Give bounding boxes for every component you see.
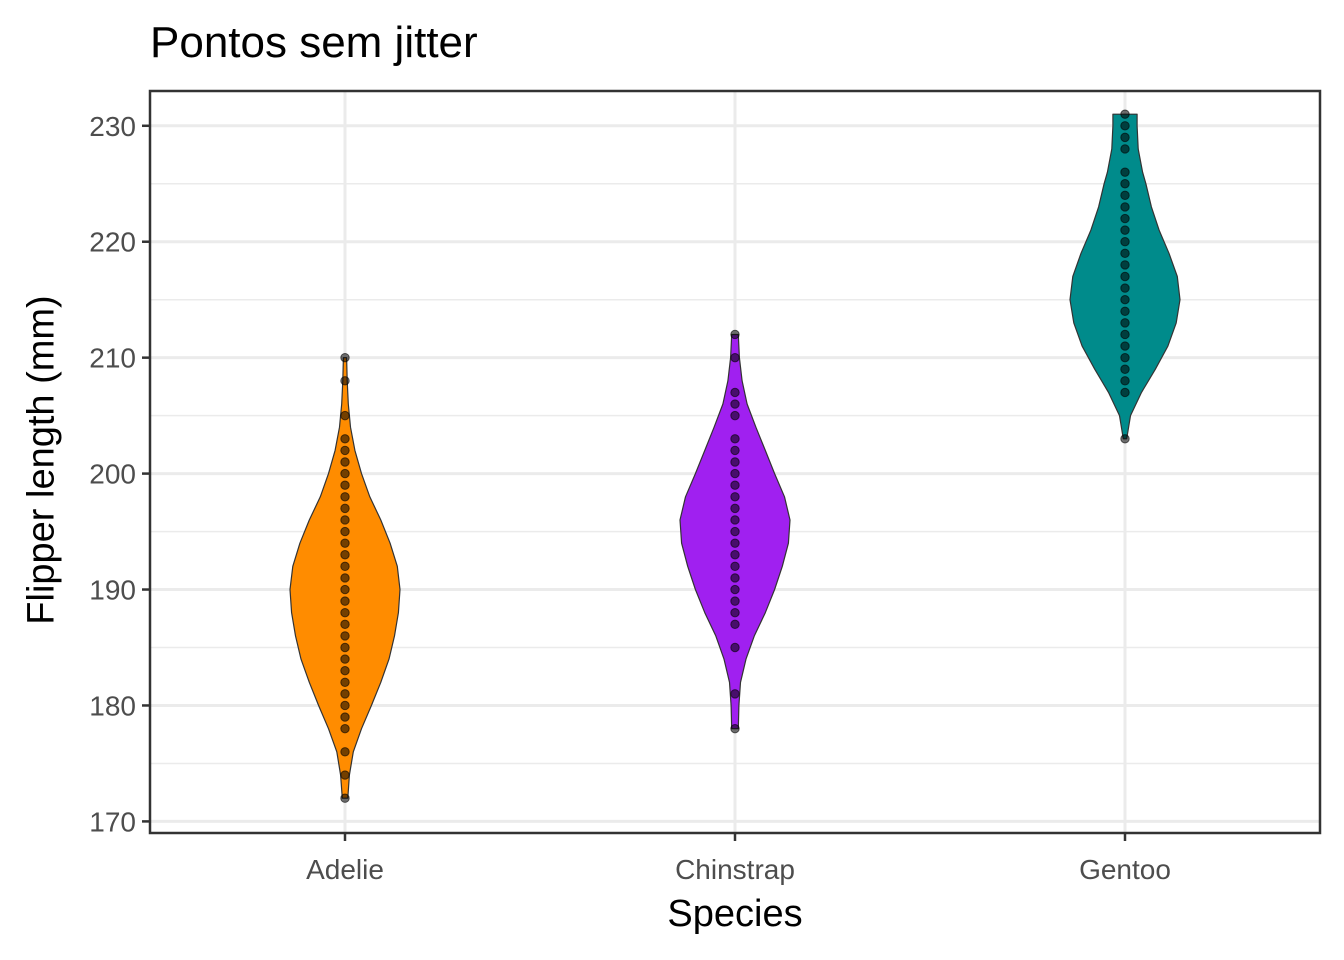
y-tick-label: 220 bbox=[89, 227, 136, 258]
data-point-chinstrap bbox=[730, 329, 740, 340]
y-tick-label: 210 bbox=[89, 343, 136, 374]
data-point-chinstrap bbox=[730, 480, 740, 490]
data-point-gentoo bbox=[1120, 202, 1130, 212]
data-point-chinstrap bbox=[730, 352, 740, 363]
data-point-adelie bbox=[340, 526, 350, 537]
x-tick-label: Adelie bbox=[306, 854, 384, 885]
data-point-adelie bbox=[340, 468, 350, 479]
data-point-chinstrap bbox=[730, 723, 740, 734]
data-point-gentoo bbox=[1120, 294, 1130, 305]
data-point-gentoo bbox=[1120, 248, 1130, 259]
y-tick-label: 230 bbox=[89, 111, 136, 142]
data-point-chinstrap bbox=[730, 457, 740, 467]
data-point-adelie bbox=[340, 712, 350, 722]
data-point-gentoo bbox=[1120, 109, 1130, 119]
data-point-adelie bbox=[340, 584, 350, 595]
data-point-chinstrap bbox=[730, 584, 740, 595]
data-point-adelie bbox=[340, 376, 350, 386]
data-point-gentoo bbox=[1120, 376, 1130, 386]
data-point-chinstrap bbox=[730, 573, 740, 583]
data-point-chinstrap bbox=[730, 538, 740, 548]
data-point-adelie bbox=[340, 410, 350, 421]
data-point-gentoo bbox=[1120, 306, 1130, 316]
chart-title: Pontos sem jitter bbox=[150, 18, 478, 67]
data-point-adelie bbox=[340, 677, 350, 687]
y-tick-label: 180 bbox=[89, 690, 136, 721]
y-tick-label: 170 bbox=[89, 806, 136, 837]
data-point-adelie bbox=[340, 619, 350, 630]
data-point-adelie bbox=[340, 665, 350, 676]
data-point-gentoo bbox=[1120, 213, 1130, 224]
data-point-adelie bbox=[340, 445, 350, 456]
data-point-adelie bbox=[340, 770, 350, 780]
data-point-adelie bbox=[340, 689, 350, 699]
data-point-adelie bbox=[340, 480, 350, 490]
x-tick-label: Gentoo bbox=[1079, 854, 1171, 885]
data-point-chinstrap bbox=[730, 434, 740, 444]
data-point-chinstrap bbox=[730, 596, 740, 606]
data-point-adelie bbox=[340, 631, 350, 641]
data-point-adelie bbox=[340, 457, 350, 467]
data-point-adelie bbox=[340, 561, 350, 572]
y-tick-label: 190 bbox=[89, 575, 136, 606]
data-point-adelie bbox=[340, 492, 350, 502]
data-point-chinstrap bbox=[730, 689, 740, 699]
data-point-chinstrap bbox=[730, 515, 740, 525]
data-point-gentoo bbox=[1120, 132, 1130, 143]
data-point-gentoo bbox=[1120, 179, 1130, 189]
data-point-gentoo bbox=[1120, 318, 1130, 328]
data-point-chinstrap bbox=[730, 503, 740, 514]
data-point-gentoo bbox=[1120, 271, 1130, 282]
x-tick-label: Chinstrap bbox=[675, 854, 795, 885]
data-point-adelie bbox=[340, 573, 350, 583]
data-point-adelie bbox=[340, 515, 350, 525]
data-point-adelie bbox=[340, 352, 350, 363]
data-point-gentoo bbox=[1120, 225, 1130, 235]
y-tick-label: 200 bbox=[89, 459, 136, 490]
data-point-chinstrap bbox=[730, 608, 740, 618]
data-point-chinstrap bbox=[730, 561, 740, 572]
data-point-gentoo bbox=[1120, 341, 1130, 351]
data-point-adelie bbox=[340, 642, 350, 653]
data-point-adelie bbox=[340, 723, 350, 734]
data-point-gentoo bbox=[1120, 260, 1130, 270]
data-point-chinstrap bbox=[730, 642, 740, 653]
data-point-chinstrap bbox=[730, 550, 740, 560]
data-point-chinstrap bbox=[730, 445, 740, 456]
data-point-adelie bbox=[340, 550, 350, 560]
data-point-adelie bbox=[340, 503, 350, 514]
data-point-adelie bbox=[340, 654, 350, 664]
data-point-chinstrap bbox=[730, 619, 740, 630]
data-point-gentoo bbox=[1120, 144, 1130, 154]
data-point-gentoo bbox=[1120, 190, 1130, 201]
data-point-gentoo bbox=[1120, 387, 1130, 398]
data-point-gentoo bbox=[1120, 352, 1130, 363]
data-point-chinstrap bbox=[730, 410, 740, 421]
data-point-gentoo bbox=[1120, 167, 1130, 177]
data-point-chinstrap bbox=[730, 492, 740, 502]
data-point-gentoo bbox=[1120, 121, 1130, 131]
data-point-chinstrap bbox=[730, 399, 740, 409]
data-point-adelie bbox=[340, 700, 350, 711]
data-point-chinstrap bbox=[730, 387, 740, 398]
data-point-chinstrap bbox=[730, 526, 740, 537]
data-point-chinstrap bbox=[730, 468, 740, 479]
data-point-gentoo bbox=[1120, 329, 1130, 340]
data-point-adelie bbox=[340, 747, 350, 757]
data-point-adelie bbox=[340, 608, 350, 618]
data-point-adelie bbox=[340, 793, 350, 803]
data-point-gentoo bbox=[1120, 237, 1130, 247]
data-point-adelie bbox=[340, 434, 350, 444]
data-point-adelie bbox=[340, 538, 350, 548]
data-point-gentoo bbox=[1120, 364, 1130, 374]
data-point-gentoo bbox=[1120, 283, 1130, 293]
data-point-gentoo bbox=[1120, 434, 1130, 444]
x-axis-label: Species bbox=[667, 893, 803, 935]
data-point-adelie bbox=[340, 596, 350, 606]
